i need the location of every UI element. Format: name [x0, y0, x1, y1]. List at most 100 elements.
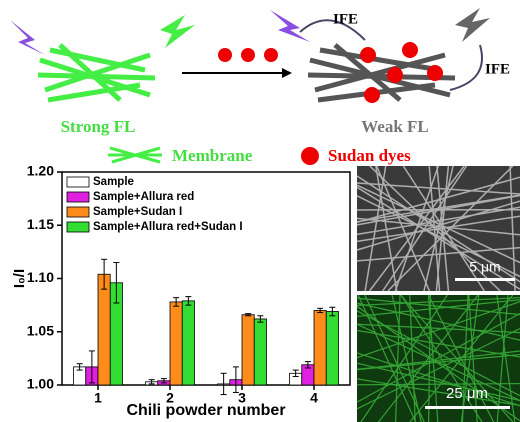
fiber [496, 294, 516, 422]
dye [241, 48, 255, 62]
bar [169, 301, 183, 386]
error-bar [232, 366, 239, 393]
ife-arrow [449, 44, 483, 91]
error-bar [113, 262, 120, 304]
y-axis-label: I₀/I [11, 269, 28, 288]
strong-fl: Strong FL [61, 117, 136, 136]
fiber [356, 301, 520, 359]
error-bar [329, 306, 336, 317]
fiber [427, 294, 495, 422]
error-bar [173, 297, 180, 307]
scale-label: 25 μm [446, 385, 488, 402]
error-bar [245, 313, 252, 317]
y-tick-label: 1.00 [27, 376, 54, 392]
fiber [356, 299, 520, 318]
fiber [356, 176, 520, 224]
y-tick-label: 1.20 [27, 163, 54, 179]
fiber [356, 352, 520, 407]
fiber [378, 294, 479, 422]
fiber [509, 165, 516, 292]
fiber [356, 186, 520, 290]
ife-label: IFE [485, 61, 510, 77]
error-bar [148, 379, 155, 385]
dyes-label: Sudan dyes [328, 146, 411, 165]
fiber [375, 165, 398, 292]
fiber [360, 294, 448, 422]
fluorescence-image: 25 μm [356, 294, 520, 422]
emission-bolt [455, 8, 490, 42]
sem-image: 5 μm [356, 165, 520, 292]
x-tick-label: 3 [238, 390, 246, 406]
fiber [496, 294, 509, 422]
fiber [391, 294, 422, 422]
green-fibers [37, 43, 156, 103]
bound-dyes [360, 42, 443, 103]
y-tick-label: 1.10 [27, 269, 54, 285]
ife-label: IFE [333, 11, 358, 27]
legend-label: Sample+Sudan I [93, 206, 182, 218]
fiber [356, 383, 520, 386]
arrow-head [282, 68, 292, 78]
bar [313, 310, 327, 386]
fiber [356, 350, 520, 370]
error-bar [160, 378, 167, 384]
bar [325, 311, 339, 386]
legend-label: Sample+Allura red+Sudan I [93, 221, 243, 233]
fiber [356, 195, 520, 278]
fiber [356, 217, 520, 236]
membrane-icon [108, 146, 162, 164]
error-bar [304, 361, 311, 369]
light-bolt [10, 20, 45, 55]
dye [264, 48, 278, 62]
error-bar [76, 363, 83, 371]
error-bar [101, 258, 108, 290]
bar [241, 314, 255, 386]
y-tick-label: 1.05 [27, 322, 54, 338]
fiber [461, 294, 469, 422]
light-bolt [270, 10, 310, 42]
legend-label: Sample+Allura red [93, 191, 194, 203]
dye [218, 48, 232, 62]
fiber [356, 206, 520, 236]
fiber [394, 165, 439, 292]
error-bar [88, 350, 95, 384]
fiber [356, 302, 520, 341]
bar [181, 300, 195, 386]
fiber [356, 194, 520, 223]
fiber [356, 194, 520, 226]
fiber [356, 297, 520, 316]
fiber [356, 329, 520, 358]
legend-swatch [66, 206, 90, 218]
fiber [356, 297, 520, 306]
fiber [356, 362, 520, 402]
x-tick-label: 2 [166, 390, 174, 406]
fiber [375, 165, 431, 292]
ife-arrow [299, 19, 366, 41]
fiber [356, 328, 520, 410]
error-bar [220, 372, 227, 396]
fiber [356, 323, 520, 334]
membrane-label: Membrane [172, 146, 253, 165]
error-bar [257, 315, 264, 323]
fiber [356, 182, 520, 195]
x-tick-label: 4 [310, 390, 318, 406]
fiber [356, 246, 520, 262]
bar [253, 318, 267, 386]
scale-label: 5 μm [469, 259, 500, 275]
error-bar [185, 296, 192, 306]
bar [97, 273, 111, 386]
schematic: IFE IFE Strong FL Weak FL Membrane Sudan… [10, 8, 510, 165]
weak-fl: Weak FL [361, 117, 429, 136]
error-bar [317, 307, 324, 314]
fiber [364, 165, 387, 292]
fiber [356, 323, 520, 402]
fiber [356, 310, 520, 397]
emission-bolt [160, 15, 195, 48]
fiber [356, 378, 520, 407]
dye-icon [301, 147, 319, 165]
legend-label: Sample [93, 176, 134, 188]
fiber [356, 312, 520, 403]
fiber [394, 294, 401, 422]
